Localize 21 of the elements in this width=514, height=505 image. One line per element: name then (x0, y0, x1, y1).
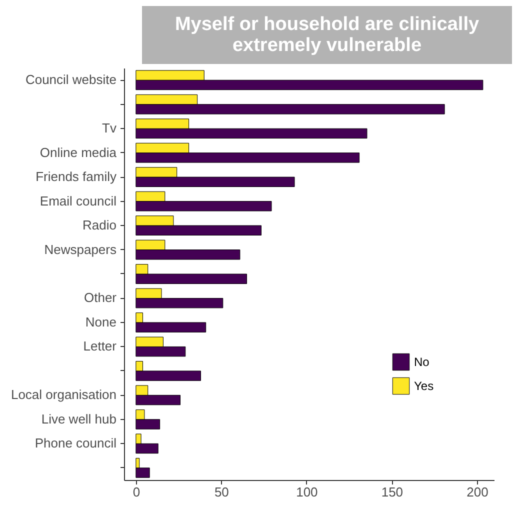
x-tick-label: 100 (296, 484, 318, 500)
legend-label: Yes (414, 379, 434, 393)
y-tick-label: None (85, 314, 116, 330)
y-tick-label: Email council (40, 193, 117, 208)
y-tick-label: Phone council (34, 436, 117, 451)
x-tick-label: 200 (466, 484, 488, 500)
y-tick-label: Local organisation (10, 387, 116, 402)
y-tick-label: Friends family (36, 169, 117, 184)
x-tick-label: 150 (381, 484, 404, 500)
y-tick-label: Other (84, 290, 118, 306)
y-tick-label: Council website (25, 72, 116, 88)
title-banner: Myself or household are clinically extremely vulnerable (142, 6, 512, 64)
x-tick-label: 0 (132, 484, 140, 500)
y-tick-label: Tv (102, 120, 117, 136)
y-tick-label: Letter (83, 338, 118, 354)
y-tick-label: Live well hub (41, 411, 116, 426)
y-tick-label: Radio (82, 218, 116, 233)
legend-label: No (414, 355, 430, 369)
x-tick-label: 50 (214, 484, 229, 500)
y-tick-label: Online media (40, 144, 118, 160)
y-tick-label: Newspapers (44, 242, 117, 257)
